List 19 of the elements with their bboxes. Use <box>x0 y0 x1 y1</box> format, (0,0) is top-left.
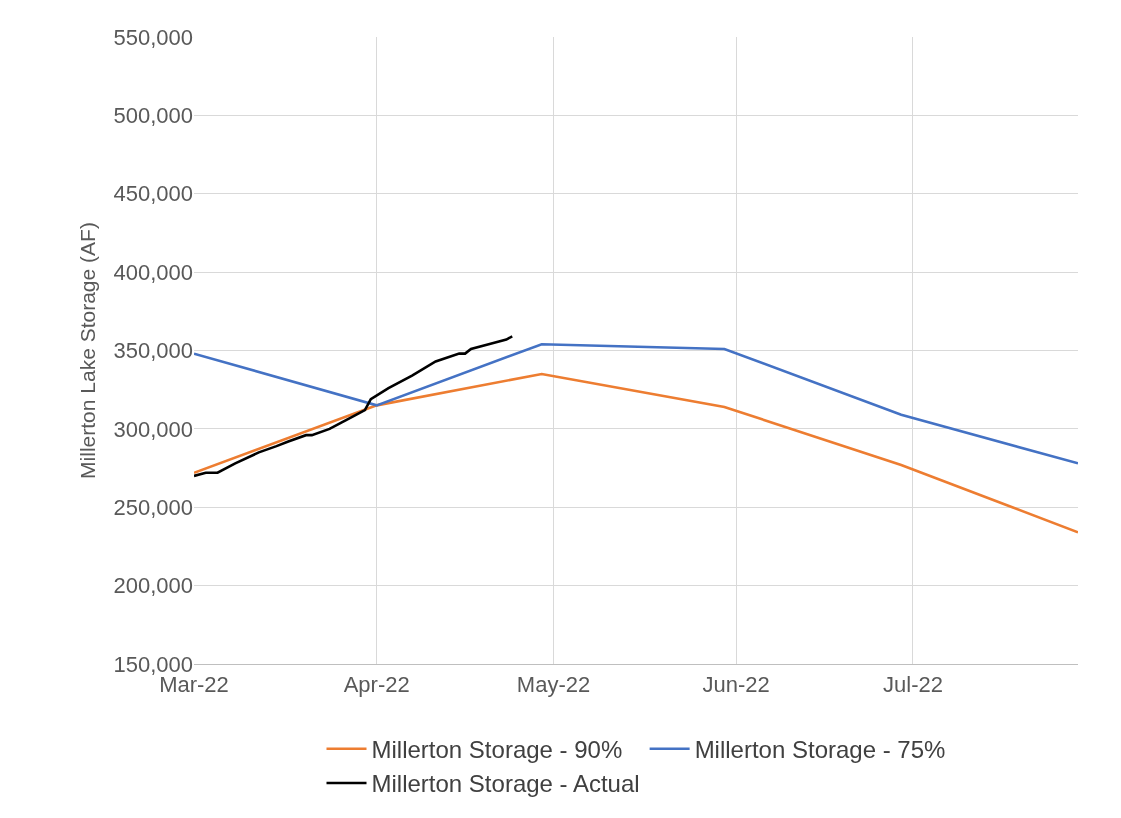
y-tick-label: 250,000 <box>113 494 193 520</box>
x-tick-label: Jul-22 <box>883 671 943 697</box>
legend-label: Millerton Storage - 90% <box>371 736 623 764</box>
y-tick-label: 450,000 <box>113 181 193 207</box>
y-tick-label: 200,000 <box>113 573 193 599</box>
legend-label: Millerton Storage - 75% <box>694 736 946 764</box>
y-tick-label: 400,000 <box>113 259 193 285</box>
y-tick-label: 550,000 <box>113 24 193 50</box>
line-series <box>194 342 1078 465</box>
y-axis-title: Millerton Lake Storage (AF) <box>75 222 99 479</box>
legend-label: Millerton Storage - Actual <box>371 770 640 798</box>
y-tick-label: 350,000 <box>113 338 193 364</box>
line-series <box>194 335 514 478</box>
y-tick-label: 300,000 <box>113 416 193 442</box>
x-tick-label: Apr-22 <box>343 671 410 697</box>
x-tick-label: May-22 <box>516 671 591 697</box>
line-series <box>194 372 1078 534</box>
y-tick-label: 500,000 <box>113 103 193 129</box>
x-tick-label: Jun-22 <box>702 671 770 697</box>
